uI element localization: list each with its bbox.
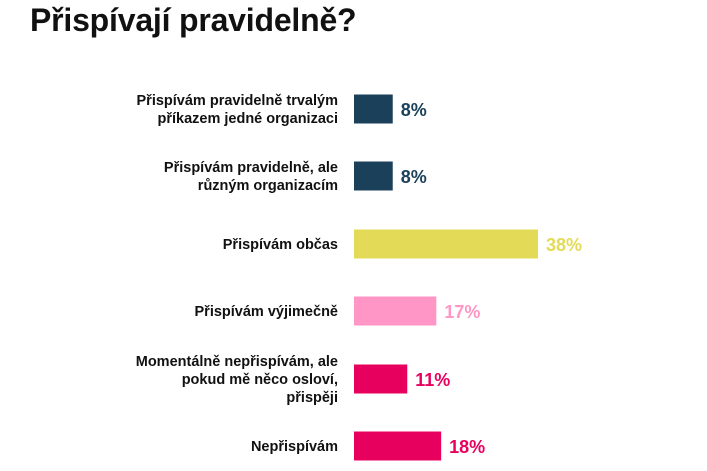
- category-label-5: Nepřispívám: [251, 439, 338, 455]
- category-label-3: Přispívám výjimečně: [195, 304, 338, 320]
- category-label-1: Přispívám pravidelně, ale různým organiza…: [164, 160, 338, 194]
- bar-2: [354, 229, 538, 259]
- bar-1: [354, 161, 393, 191]
- value-label-2: 38%: [546, 235, 582, 255]
- value-label-5: 18%: [449, 437, 485, 457]
- bar-0: [354, 94, 393, 124]
- category-label-2: Přispívám občas: [223, 237, 338, 253]
- bar-4: [354, 364, 408, 394]
- category-label-4: Momentálně nepřispívám, ale pokud mě něco…: [136, 354, 338, 406]
- chart-title: Přispívají pravidelně?: [30, 2, 357, 38]
- value-label-3: 17%: [444, 302, 480, 322]
- value-label-0: 8%: [401, 100, 427, 120]
- value-label-4: 11%: [415, 370, 450, 390]
- bar-3: [354, 296, 437, 326]
- bar-5: [354, 431, 442, 461]
- value-label-1: 8%: [401, 167, 427, 187]
- category-label-0: Přispívám pravidelně trvalým příkazem jed…: [137, 93, 339, 127]
